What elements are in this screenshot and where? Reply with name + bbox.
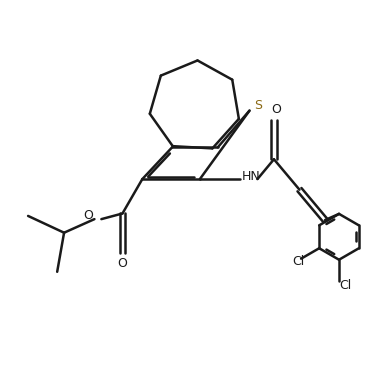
Text: O: O — [117, 257, 127, 270]
Text: S: S — [254, 99, 262, 112]
Text: Cl: Cl — [339, 279, 351, 292]
Text: O: O — [84, 209, 94, 222]
Text: Cl: Cl — [292, 254, 305, 268]
Text: O: O — [271, 103, 281, 116]
Text: HN: HN — [241, 170, 260, 182]
